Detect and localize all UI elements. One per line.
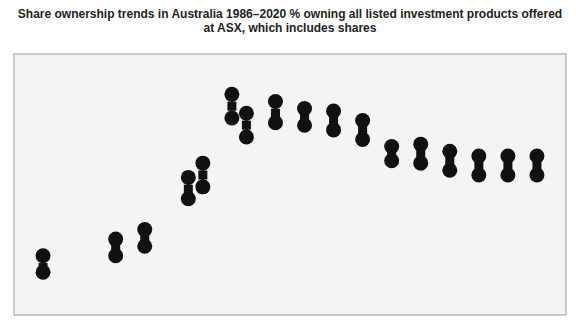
point xyxy=(503,161,512,170)
series xyxy=(36,87,545,263)
point xyxy=(474,161,483,170)
point xyxy=(239,130,254,145)
point xyxy=(195,156,210,171)
series xyxy=(39,102,542,272)
point xyxy=(36,248,51,263)
point xyxy=(181,170,196,185)
plot-frame xyxy=(14,54,566,315)
point xyxy=(239,106,254,121)
point xyxy=(268,94,283,109)
series xyxy=(36,111,545,280)
point xyxy=(532,161,541,170)
point xyxy=(387,149,396,158)
chart: Share ownership trends in Australia 1986… xyxy=(0,0,580,329)
point xyxy=(140,235,149,244)
point xyxy=(329,116,338,125)
point xyxy=(224,87,239,102)
marks xyxy=(36,87,545,280)
plot xyxy=(14,54,566,315)
point xyxy=(184,185,193,194)
point xyxy=(227,102,236,111)
point xyxy=(39,263,48,272)
title: Share ownership trends in Australia 1986… xyxy=(18,7,562,35)
point xyxy=(242,121,251,130)
point xyxy=(195,179,210,194)
point xyxy=(358,125,367,134)
point xyxy=(445,156,454,165)
point xyxy=(416,149,425,158)
title-line: Share ownership trends in Australia 1986… xyxy=(18,7,562,21)
stems xyxy=(43,94,537,272)
point xyxy=(111,244,120,253)
point xyxy=(300,114,309,123)
point xyxy=(198,171,207,180)
point xyxy=(224,111,239,126)
point xyxy=(271,109,280,118)
title-line: at ASX, which includes shares xyxy=(204,21,377,35)
